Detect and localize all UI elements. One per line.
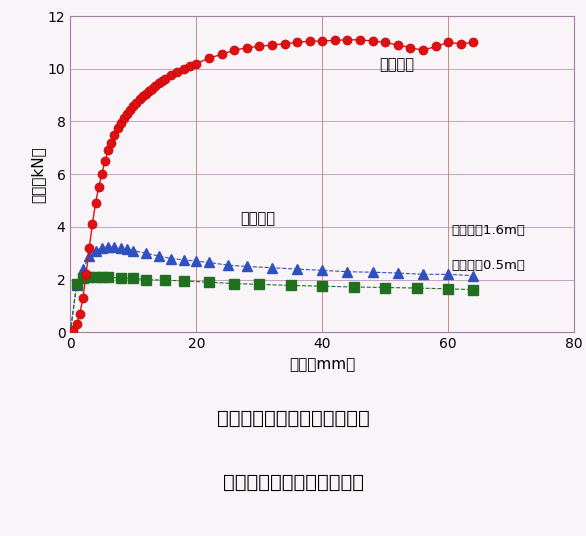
Text: （杭長て1.6m）: （杭長て1.6m） xyxy=(451,225,525,237)
Text: （杭長て0.5m）: （杭長て0.5m） xyxy=(451,258,525,272)
Text: 杭状基礎: 杭状基礎 xyxy=(240,212,275,227)
Text: 井桁基礎: 井桁基礎 xyxy=(379,57,414,72)
Y-axis label: 荷重（kN）: 荷重（kN） xyxy=(30,146,45,203)
Text: 鲛直引抜き荷重－変位関係: 鲛直引抜き荷重－変位関係 xyxy=(223,473,363,492)
X-axis label: 変位（mm）: 変位（mm） xyxy=(289,357,356,372)
Text: 図３　井桁基礎と杭状基礎の: 図３ 井桁基礎と杭状基礎の xyxy=(217,408,369,428)
